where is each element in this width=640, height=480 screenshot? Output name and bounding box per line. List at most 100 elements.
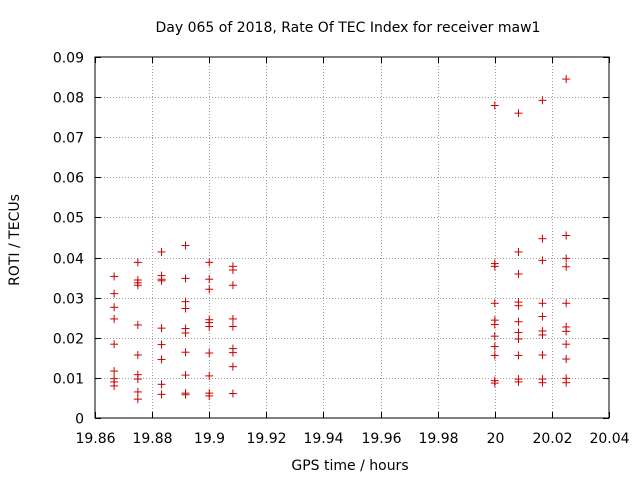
data-point — [562, 254, 571, 263]
data-point — [110, 303, 119, 312]
data-point — [514, 247, 523, 256]
data-point — [157, 355, 166, 364]
data-point — [538, 256, 547, 265]
data-point — [181, 348, 190, 357]
data-point — [514, 270, 523, 279]
data-point — [205, 371, 214, 380]
chart-title: Day 065 of 2018, Rate Of TEC Index for r… — [156, 20, 541, 36]
data-point — [181, 390, 190, 399]
data-point — [538, 299, 547, 308]
x-tick-label: 19.86 — [75, 431, 115, 447]
y-tick-label: 0.01 — [53, 372, 84, 388]
data-point — [205, 285, 214, 294]
data-point — [205, 258, 214, 267]
data-point — [205, 349, 214, 358]
y-tick-label: 0.02 — [53, 332, 84, 348]
data-point — [562, 262, 571, 271]
data-point — [133, 375, 142, 384]
data-point — [514, 301, 523, 310]
data-point — [110, 289, 119, 298]
data-point — [538, 312, 547, 321]
x-tick-label: 19.88 — [132, 431, 172, 447]
data-point — [228, 389, 237, 398]
data-point — [157, 380, 166, 389]
y-tick-label: 0.08 — [53, 91, 84, 107]
y-axis-label: ROTI / TECUs — [7, 194, 23, 286]
data-point — [562, 340, 571, 349]
data-points — [110, 75, 571, 404]
data-point — [538, 378, 547, 387]
x-tick-label: 20.02 — [532, 431, 572, 447]
x-axis: 19.86 19.88 19.9 19.92 19.94 19.96 19.98 20 20.0… — [75, 57, 630, 447]
data-point — [157, 324, 166, 333]
y-tick-label: 0.07 — [53, 131, 84, 147]
data-point — [110, 367, 119, 376]
data-point — [205, 391, 214, 400]
data-point — [490, 332, 499, 341]
data-point — [490, 379, 499, 388]
data-point — [562, 327, 571, 336]
data-point — [490, 351, 499, 360]
x-tick-label: 19.94 — [303, 431, 343, 447]
data-point — [181, 328, 190, 337]
data-point — [514, 377, 523, 386]
data-point — [110, 272, 119, 281]
data-point — [514, 334, 523, 343]
data-point — [228, 314, 237, 323]
x-tick-label: 19.98 — [418, 431, 458, 447]
data-point — [133, 351, 142, 360]
data-point — [490, 342, 499, 351]
y-tick-label: 0.04 — [53, 252, 84, 268]
data-point — [181, 241, 190, 250]
data-point — [133, 281, 142, 290]
data-point — [562, 75, 571, 84]
data-point — [157, 340, 166, 349]
data-point — [490, 262, 499, 271]
data-point — [205, 275, 214, 284]
data-point — [157, 390, 166, 399]
grid-lines — [95, 57, 609, 418]
data-point — [514, 351, 523, 360]
x-tick-label: 20.04 — [589, 431, 629, 447]
data-point — [562, 231, 571, 240]
y-tick-label: 0.06 — [53, 171, 84, 187]
data-point — [228, 362, 237, 371]
y-tick-label: 0.03 — [53, 292, 84, 308]
y-tick-label: 0.05 — [53, 211, 84, 227]
data-point — [562, 299, 571, 308]
data-point — [490, 320, 499, 329]
plot-frame — [94, 56, 610, 419]
data-point — [110, 381, 119, 390]
x-tick-label: 20 — [487, 431, 505, 447]
data-point — [110, 314, 119, 323]
data-point — [490, 299, 499, 308]
data-point — [181, 274, 190, 283]
data-point — [228, 322, 237, 331]
y-tick-label: 0 — [75, 412, 84, 428]
data-point — [205, 322, 214, 331]
data-point — [181, 297, 190, 306]
data-point — [181, 371, 190, 380]
data-point — [562, 378, 571, 387]
x-tick-label: 19.9 — [194, 431, 225, 447]
data-point — [181, 304, 190, 313]
data-point — [538, 351, 547, 360]
data-point — [228, 281, 237, 290]
data-point — [228, 348, 237, 357]
data-point — [157, 247, 166, 256]
data-point — [514, 109, 523, 118]
data-point — [538, 234, 547, 243]
data-point — [133, 395, 142, 404]
data-point — [228, 265, 237, 274]
data-point — [514, 317, 523, 326]
data-point — [133, 387, 142, 396]
data-point — [538, 96, 547, 105]
x-tick-label: 19.96 — [361, 431, 401, 447]
data-point — [562, 355, 571, 364]
data-point — [490, 101, 499, 110]
data-point — [133, 320, 142, 329]
y-tick-label: 0.09 — [53, 51, 84, 67]
x-tick-label: 19.92 — [246, 431, 286, 447]
data-point — [133, 258, 142, 267]
